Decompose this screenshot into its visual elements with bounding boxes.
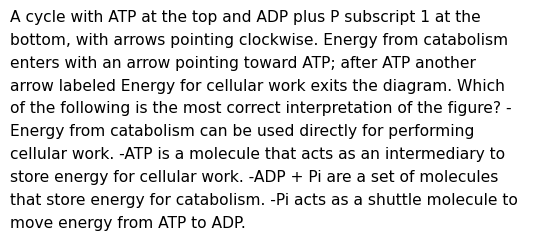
Text: arrow labeled Energy for cellular work exits the diagram. Which: arrow labeled Energy for cellular work e…: [10, 78, 505, 93]
Text: move energy from ATP to ADP.: move energy from ATP to ADP.: [10, 215, 246, 230]
Text: Energy from catabolism can be used directly for performing: Energy from catabolism can be used direc…: [10, 124, 474, 139]
Text: bottom, with arrows pointing clockwise. Energy from catabolism: bottom, with arrows pointing clockwise. …: [10, 33, 508, 48]
Text: that store energy for catabolism. -Pi acts as a shuttle molecule to: that store energy for catabolism. -Pi ac…: [10, 192, 518, 207]
Text: enters with an arrow pointing toward ATP; after ATP another: enters with an arrow pointing toward ATP…: [10, 56, 476, 70]
Text: of the following is the most correct interpretation of the figure? -: of the following is the most correct int…: [10, 101, 512, 116]
Text: cellular work. -ATP is a molecule that acts as an intermediary to: cellular work. -ATP is a molecule that a…: [10, 146, 505, 162]
Text: A cycle with ATP at the top and ADP plus P subscript 1 at the: A cycle with ATP at the top and ADP plus…: [10, 10, 481, 25]
Text: store energy for cellular work. -ADP + Pi are a set of molecules: store energy for cellular work. -ADP + P…: [10, 169, 498, 184]
